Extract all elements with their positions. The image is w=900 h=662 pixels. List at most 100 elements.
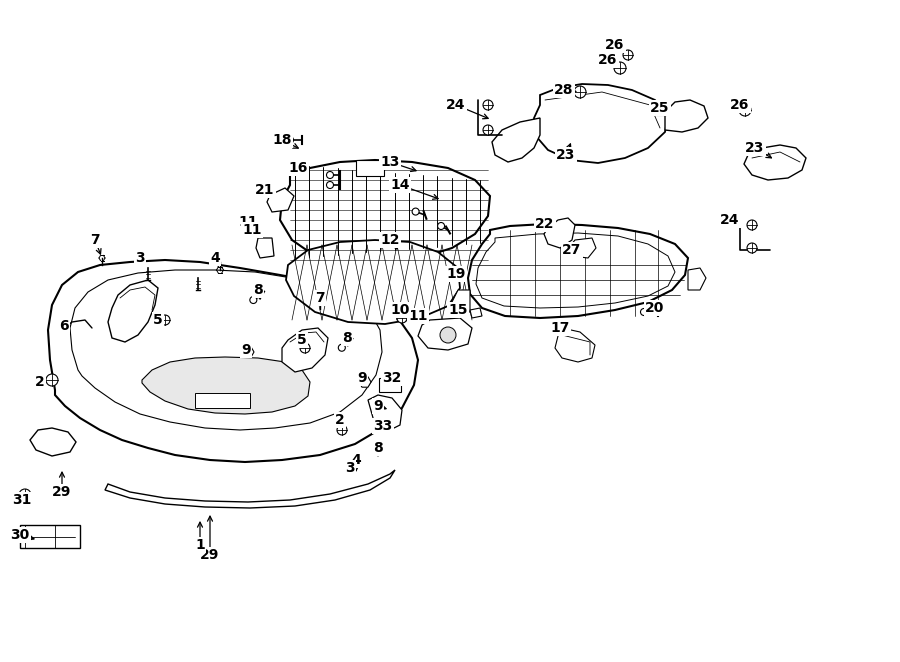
Circle shape bbox=[250, 297, 256, 303]
Text: 3: 3 bbox=[346, 461, 355, 475]
Text: 10: 10 bbox=[391, 303, 410, 317]
Polygon shape bbox=[108, 280, 158, 342]
Circle shape bbox=[483, 125, 493, 135]
Text: 19: 19 bbox=[446, 267, 465, 281]
Polygon shape bbox=[242, 347, 254, 357]
Circle shape bbox=[338, 344, 346, 352]
Polygon shape bbox=[544, 218, 575, 248]
Polygon shape bbox=[286, 240, 460, 324]
Circle shape bbox=[483, 100, 493, 110]
Polygon shape bbox=[452, 290, 470, 312]
Text: 5: 5 bbox=[297, 333, 307, 347]
Text: 5: 5 bbox=[153, 313, 163, 327]
Circle shape bbox=[397, 313, 407, 323]
Text: 8: 8 bbox=[374, 441, 382, 455]
Polygon shape bbox=[468, 224, 688, 318]
Text: 4: 4 bbox=[210, 251, 220, 265]
Text: 30: 30 bbox=[11, 528, 30, 542]
Circle shape bbox=[327, 181, 334, 189]
Text: 33: 33 bbox=[374, 419, 392, 433]
Text: 11: 11 bbox=[238, 215, 257, 229]
Polygon shape bbox=[267, 188, 294, 212]
Polygon shape bbox=[256, 238, 274, 258]
Text: 26: 26 bbox=[598, 53, 617, 67]
Text: 20: 20 bbox=[645, 301, 665, 315]
Text: 32: 32 bbox=[382, 371, 401, 385]
Text: 23: 23 bbox=[745, 141, 765, 155]
Polygon shape bbox=[282, 328, 328, 372]
Text: 11: 11 bbox=[409, 309, 428, 323]
Text: 9: 9 bbox=[357, 371, 367, 385]
Circle shape bbox=[623, 50, 633, 60]
Polygon shape bbox=[20, 525, 80, 548]
Text: 12: 12 bbox=[381, 233, 400, 247]
Text: 28: 28 bbox=[554, 83, 574, 97]
Text: 2: 2 bbox=[335, 413, 345, 427]
Circle shape bbox=[747, 243, 757, 253]
Text: 4: 4 bbox=[351, 453, 361, 467]
Circle shape bbox=[659, 101, 665, 109]
Polygon shape bbox=[142, 357, 310, 414]
Text: 7: 7 bbox=[315, 291, 325, 305]
Text: 29: 29 bbox=[52, 485, 72, 499]
Circle shape bbox=[300, 343, 310, 353]
Text: 24: 24 bbox=[720, 213, 740, 227]
Text: 6: 6 bbox=[59, 319, 68, 333]
Text: 9: 9 bbox=[241, 343, 251, 357]
Circle shape bbox=[412, 208, 419, 215]
Bar bbox=[379, 378, 401, 392]
Text: 23: 23 bbox=[556, 148, 576, 162]
Polygon shape bbox=[48, 260, 418, 462]
Text: 3: 3 bbox=[135, 251, 145, 265]
Text: 2: 2 bbox=[35, 375, 45, 389]
Polygon shape bbox=[555, 328, 595, 362]
Circle shape bbox=[747, 220, 757, 230]
Polygon shape bbox=[359, 377, 371, 387]
Bar bbox=[356, 160, 384, 176]
Polygon shape bbox=[470, 308, 482, 318]
Text: 26: 26 bbox=[606, 38, 625, 52]
Circle shape bbox=[160, 315, 170, 325]
Text: 25: 25 bbox=[650, 101, 670, 115]
Circle shape bbox=[641, 308, 647, 316]
Circle shape bbox=[337, 425, 347, 435]
Circle shape bbox=[739, 104, 751, 116]
Polygon shape bbox=[570, 238, 596, 258]
Text: 24: 24 bbox=[446, 98, 466, 112]
Text: 27: 27 bbox=[562, 243, 581, 257]
Polygon shape bbox=[195, 393, 250, 408]
Polygon shape bbox=[368, 395, 402, 430]
Text: 15: 15 bbox=[448, 303, 468, 317]
Polygon shape bbox=[665, 100, 708, 132]
Polygon shape bbox=[492, 118, 540, 162]
Polygon shape bbox=[105, 470, 395, 508]
Text: 17: 17 bbox=[550, 321, 570, 335]
Circle shape bbox=[574, 86, 586, 98]
Polygon shape bbox=[30, 428, 76, 456]
Text: 16: 16 bbox=[288, 161, 308, 175]
Polygon shape bbox=[744, 145, 806, 180]
Text: 8: 8 bbox=[253, 283, 263, 297]
Polygon shape bbox=[688, 268, 706, 290]
Text: 29: 29 bbox=[201, 548, 220, 562]
Circle shape bbox=[437, 222, 445, 230]
Circle shape bbox=[440, 327, 456, 343]
Text: 21: 21 bbox=[256, 183, 274, 197]
Circle shape bbox=[19, 489, 31, 501]
Text: 1: 1 bbox=[195, 538, 205, 552]
Polygon shape bbox=[70, 270, 382, 430]
Text: 14: 14 bbox=[391, 178, 410, 192]
Text: 26: 26 bbox=[730, 98, 750, 112]
Text: 31: 31 bbox=[13, 493, 32, 507]
Circle shape bbox=[327, 171, 334, 179]
Text: 8: 8 bbox=[342, 331, 352, 345]
Circle shape bbox=[46, 374, 58, 386]
Circle shape bbox=[614, 62, 626, 74]
Text: 7: 7 bbox=[90, 233, 100, 247]
Polygon shape bbox=[418, 318, 472, 350]
Polygon shape bbox=[280, 160, 490, 264]
Text: 18: 18 bbox=[273, 133, 292, 147]
Text: 11: 11 bbox=[242, 223, 262, 237]
Circle shape bbox=[286, 136, 293, 144]
Polygon shape bbox=[534, 84, 668, 163]
